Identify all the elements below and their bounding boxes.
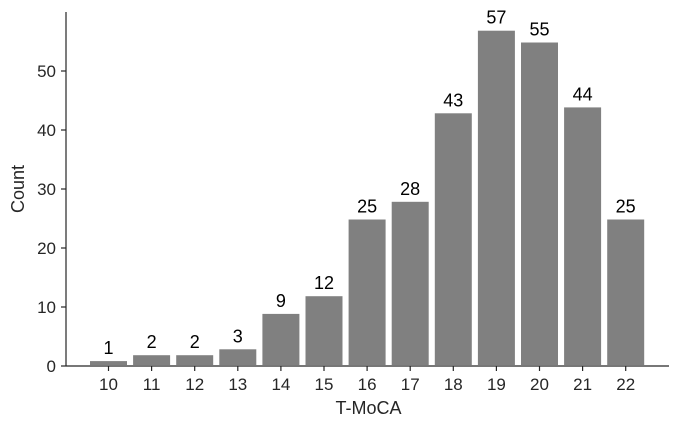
bar-11 (131, 353, 173, 368)
x-tick-label-16: 16 (358, 375, 377, 394)
data-label-12: 2 (190, 332, 200, 352)
data-label-19: 57 (486, 8, 506, 28)
y-tick-label-50: 50 (37, 62, 56, 81)
data-label-13: 3 (233, 326, 243, 346)
x-tick-label-11: 11 (143, 375, 161, 394)
bar-14 (260, 311, 302, 367)
data-label-17: 28 (400, 179, 420, 199)
data-label-14: 9 (276, 291, 286, 311)
bar-20 (519, 40, 560, 367)
x-tick-label-21: 21 (573, 375, 592, 394)
y-tick-label-20: 20 (37, 239, 56, 258)
bar-22 (605, 217, 647, 367)
y-tick-label-10: 10 (37, 298, 56, 317)
data-label-18: 43 (443, 90, 463, 110)
data-label-20: 55 (529, 20, 549, 40)
bars-group (88, 28, 647, 368)
x-tick-label-14: 14 (271, 375, 290, 394)
x-axis-ticks: 10 11 12 13 14 15 16 17 18 19 20 21 22 (99, 366, 635, 394)
x-tick-label-12: 12 (185, 375, 204, 394)
x-tick-label-18: 18 (444, 375, 463, 394)
x-tick-label-19: 19 (487, 375, 506, 394)
y-tick-label-40: 40 (37, 121, 56, 140)
x-tick-label-20: 20 (530, 375, 549, 394)
x-tick-label-13: 13 (228, 375, 247, 394)
bar-12 (174, 353, 216, 368)
x-tick-label-15: 15 (315, 375, 334, 394)
bar-21 (562, 105, 604, 368)
bar-18 (432, 111, 474, 367)
x-tick-label-22: 22 (616, 375, 635, 394)
bar-19 (475, 28, 517, 367)
x-tick-label-17: 17 (401, 375, 420, 394)
data-label-10: 1 (103, 338, 113, 358)
data-label-22: 25 (616, 197, 636, 217)
x-axis-title: T-MoCA (335, 398, 401, 418)
data-label-11: 2 (147, 332, 157, 352)
y-axis-ticks: 0 10 20 30 40 50 (37, 62, 66, 376)
bar-15 (303, 294, 345, 368)
bar-13 (217, 347, 259, 367)
y-axis-title: Count (8, 165, 28, 213)
bar-16 (346, 217, 388, 367)
bar-17 (389, 199, 431, 367)
data-label-16: 25 (357, 197, 377, 217)
x-tick-label-10: 10 (99, 375, 118, 394)
data-label-21: 44 (573, 84, 593, 104)
y-tick-label-30: 30 (37, 180, 56, 199)
data-label-15: 12 (314, 273, 334, 293)
y-tick-label-0: 0 (47, 357, 56, 376)
bar-10 (88, 359, 129, 368)
